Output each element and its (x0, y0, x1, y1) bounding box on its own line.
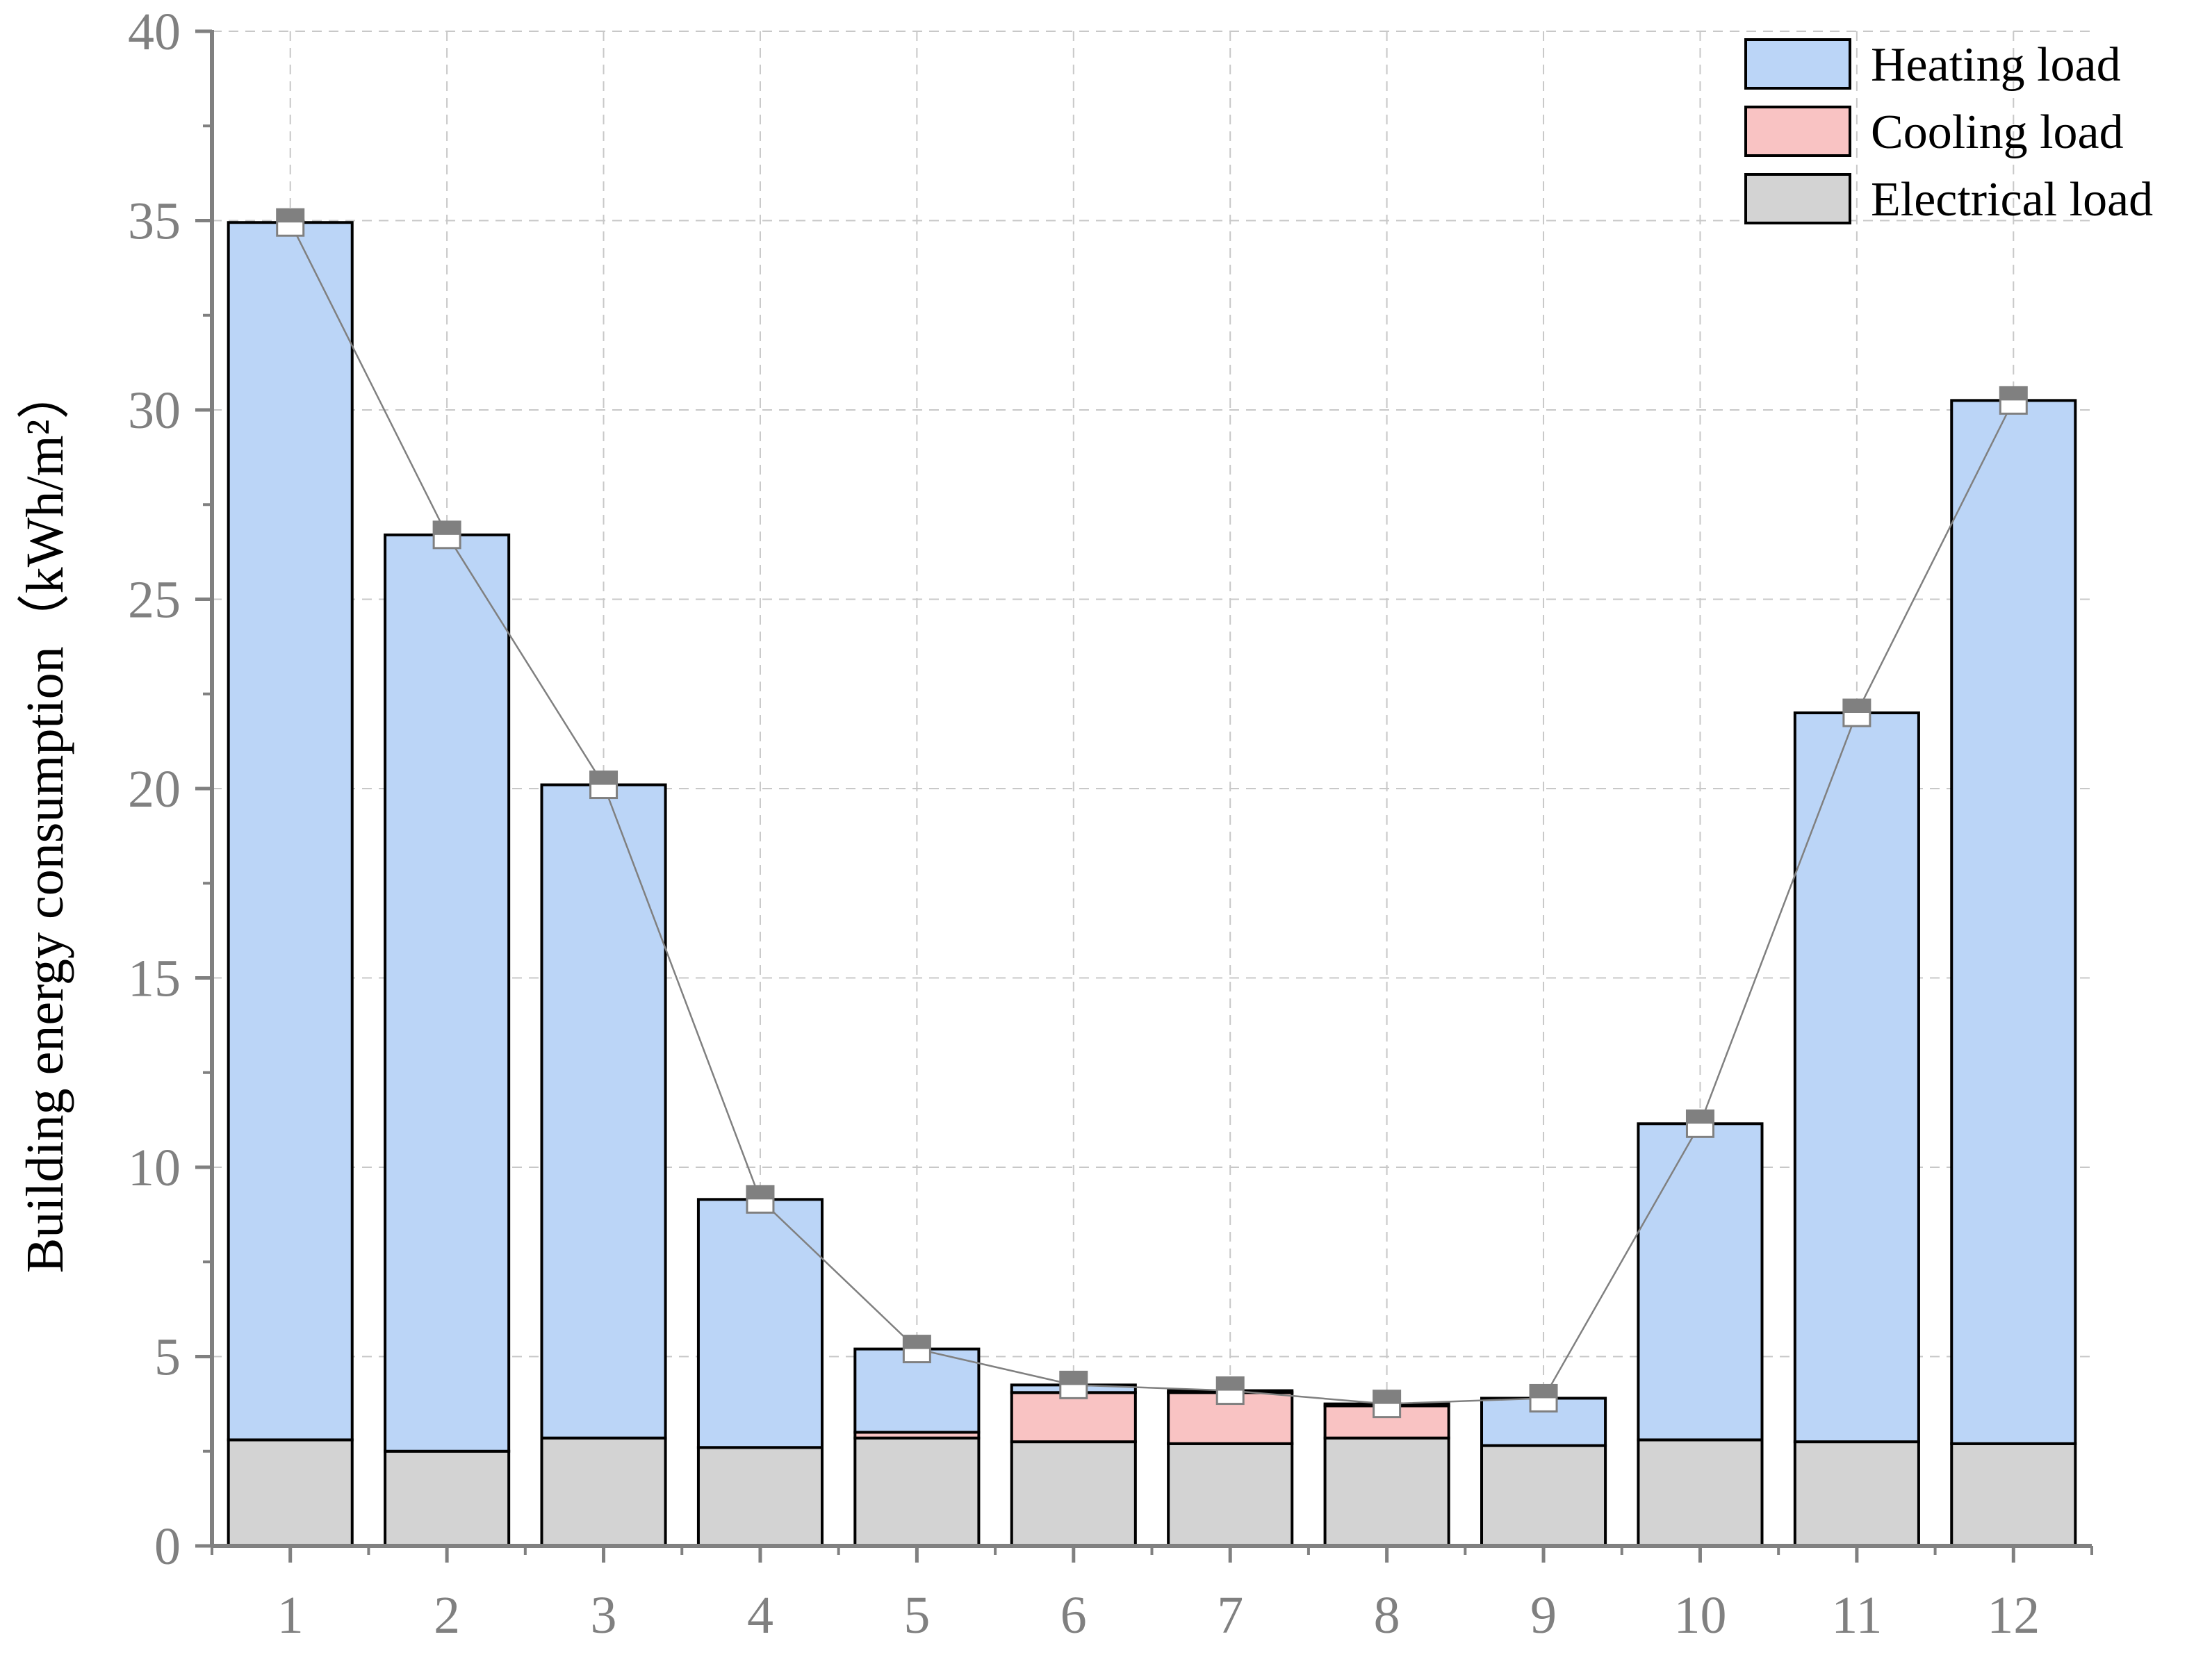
y-tick-label: 5 (154, 1328, 181, 1387)
total-line-layer (276, 208, 2028, 1419)
x-tick-label: 7 (1217, 1586, 1243, 1645)
line-marker (1215, 1376, 1245, 1406)
y-tick-label: 30 (128, 381, 181, 440)
line-marker (432, 520, 461, 550)
bar-segment-heating-load (1793, 711, 1920, 1444)
legend-label: Electrical load (1871, 173, 2153, 227)
line-marker (589, 771, 619, 800)
bar-segment-electrical-load (696, 1446, 824, 1548)
bar-segment-electrical-load (1480, 1444, 1607, 1547)
bar-segment-heating-load (384, 533, 511, 1453)
legend-item: Electrical load (1744, 173, 2153, 227)
bar-segment-heating-load (1950, 399, 2077, 1445)
marker-top (1060, 1372, 1087, 1385)
marker-top (903, 1335, 931, 1349)
x-tick-label: 4 (747, 1586, 773, 1645)
marker-top (1843, 700, 1870, 713)
legend-swatch (1744, 38, 1851, 90)
legend-label: Cooling load (1871, 106, 2124, 159)
y-tick-label: 35 (128, 192, 181, 251)
x-tick-label: 9 (1530, 1586, 1557, 1645)
line-marker (1529, 1383, 1558, 1413)
y-tick-label: 15 (128, 950, 181, 1008)
y-tick-label: 40 (128, 3, 181, 61)
bar-segment-electrical-load (1637, 1438, 1764, 1547)
x-tick-label: 6 (1060, 1586, 1087, 1645)
line-marker (1999, 386, 2028, 415)
legend: Heating load Cooling load Electrical load (1744, 38, 2153, 227)
marker-top (1530, 1385, 1557, 1399)
bar-segment-electrical-load (227, 1438, 354, 1547)
marker-top (590, 771, 617, 785)
x-tick-label: 11 (1831, 1586, 1882, 1645)
bar-segment-electrical-load (1950, 1442, 2077, 1548)
bar-segment-electrical-load (384, 1449, 511, 1547)
bar-segment-electrical-load (540, 1436, 667, 1548)
x-tick-label: 12 (1987, 1586, 2040, 1645)
marker-top (434, 521, 461, 535)
bar-segment-electrical-load (1167, 1442, 1294, 1548)
bar-segment-heating-load (1637, 1122, 1764, 1442)
y-tick-label: 20 (128, 760, 181, 818)
bar-segment-electrical-load (1010, 1440, 1137, 1547)
line-marker (1373, 1390, 1402, 1419)
legend-swatch (1744, 173, 1851, 224)
bar-segment-electrical-load (1323, 1436, 1450, 1548)
legend-item: Cooling load (1744, 106, 2124, 159)
bar-segment-heating-load (540, 783, 667, 1440)
x-tick-label: 8 (1374, 1586, 1400, 1645)
bar-segment-cooling-load (1010, 1391, 1137, 1444)
marker-top (746, 1186, 773, 1200)
marker-top (1217, 1377, 1244, 1391)
x-tick-label: 5 (903, 1586, 930, 1645)
marker-top (2000, 387, 2027, 401)
x-tick-label: 2 (434, 1586, 460, 1645)
bar-segment-heating-load (696, 1198, 824, 1449)
line-marker (1059, 1370, 1088, 1399)
total-line (289, 222, 2015, 1405)
y-axis-title: Building energy consumption（kWh/m²） (16, 367, 74, 1274)
y-tick-label: 0 (154, 1517, 181, 1576)
marker-top (1687, 1110, 1714, 1124)
bar-segment-heating-load (227, 221, 354, 1442)
line-marker (276, 208, 305, 237)
x-tick-label: 10 (1673, 1586, 1726, 1645)
bar-segment-electrical-load (1793, 1440, 1920, 1547)
bar-layer (227, 221, 2077, 1548)
bar-segment-electrical-load (853, 1436, 981, 1548)
y-tick-label: 25 (128, 571, 181, 629)
legend-swatch (1744, 106, 1851, 157)
y-tick-label: 10 (128, 1139, 181, 1197)
line-marker (1842, 698, 1871, 727)
marker-top (1373, 1390, 1400, 1404)
legend-item: Heating load (1744, 38, 2121, 92)
line-marker (1685, 1109, 1714, 1138)
line-marker (746, 1185, 775, 1214)
line-marker (902, 1335, 931, 1364)
x-tick-label: 1 (277, 1586, 304, 1645)
legend-label: Heating load (1871, 38, 2121, 92)
marker-top (277, 209, 304, 223)
x-tick-label: 3 (591, 1586, 617, 1645)
